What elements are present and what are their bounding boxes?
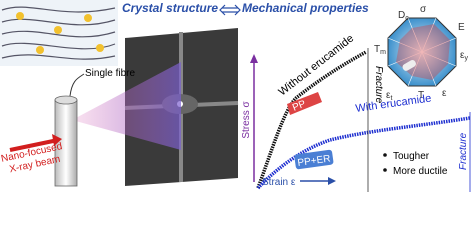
fibre-illustration	[0, 0, 118, 66]
note: More ductile	[393, 166, 448, 177]
radar-label: εy	[460, 50, 468, 62]
radar-label: Tm	[374, 44, 386, 56]
radar-label: E	[458, 22, 465, 33]
radar-label-sub: t	[390, 95, 392, 102]
y-axis-label: Stress σ	[241, 101, 252, 139]
radar-label-main: D	[398, 10, 405, 21]
left-title: Crystal structure	[122, 1, 218, 15]
curve-without-erucamide	[256, 50, 367, 189]
radar-label-main: ε	[460, 50, 465, 61]
graphical-abstract: Single fibre Nano-focused X-ray beam Cry…	[0, 0, 471, 192]
bullet	[383, 153, 387, 157]
sample-label: PP+ER	[297, 153, 331, 168]
bullet	[383, 168, 387, 172]
radar-label: Dc	[398, 10, 409, 22]
radar-label-main: T	[374, 44, 380, 55]
single-fibre-label: Single fibre	[85, 68, 135, 79]
fracture-label: Fracture	[373, 66, 384, 104]
radar-label-sub: m	[380, 49, 386, 56]
radar-label: σ	[420, 4, 427, 15]
radar-label-main: E	[458, 22, 465, 33]
radar-label: T	[418, 90, 424, 101]
fracture-label: Fracture	[458, 132, 469, 170]
xray-arrow-head	[52, 134, 62, 146]
x-axis-label: Strain ε	[262, 177, 296, 188]
single-fibre	[54, 73, 85, 187]
radar-label: ε	[442, 88, 447, 99]
sample-label: PP	[291, 98, 308, 113]
radar-label-main: ε	[386, 90, 391, 101]
radar-label-sub: c	[405, 15, 409, 22]
scattered-beam	[72, 62, 181, 150]
right-title: Mechanical properties	[242, 1, 369, 15]
radar-label-main: ε	[442, 88, 447, 99]
radar-label-main: T	[418, 90, 424, 101]
double-arrow	[219, 4, 241, 16]
radar-label-main: σ	[420, 4, 427, 15]
pp-er-tag	[294, 149, 334, 170]
radar	[387, 17, 457, 87]
radar-label: εt	[386, 90, 392, 102]
radar-label-sub: y	[464, 55, 468, 62]
pp-tag	[287, 92, 322, 115]
note: Tougher	[393, 151, 430, 162]
